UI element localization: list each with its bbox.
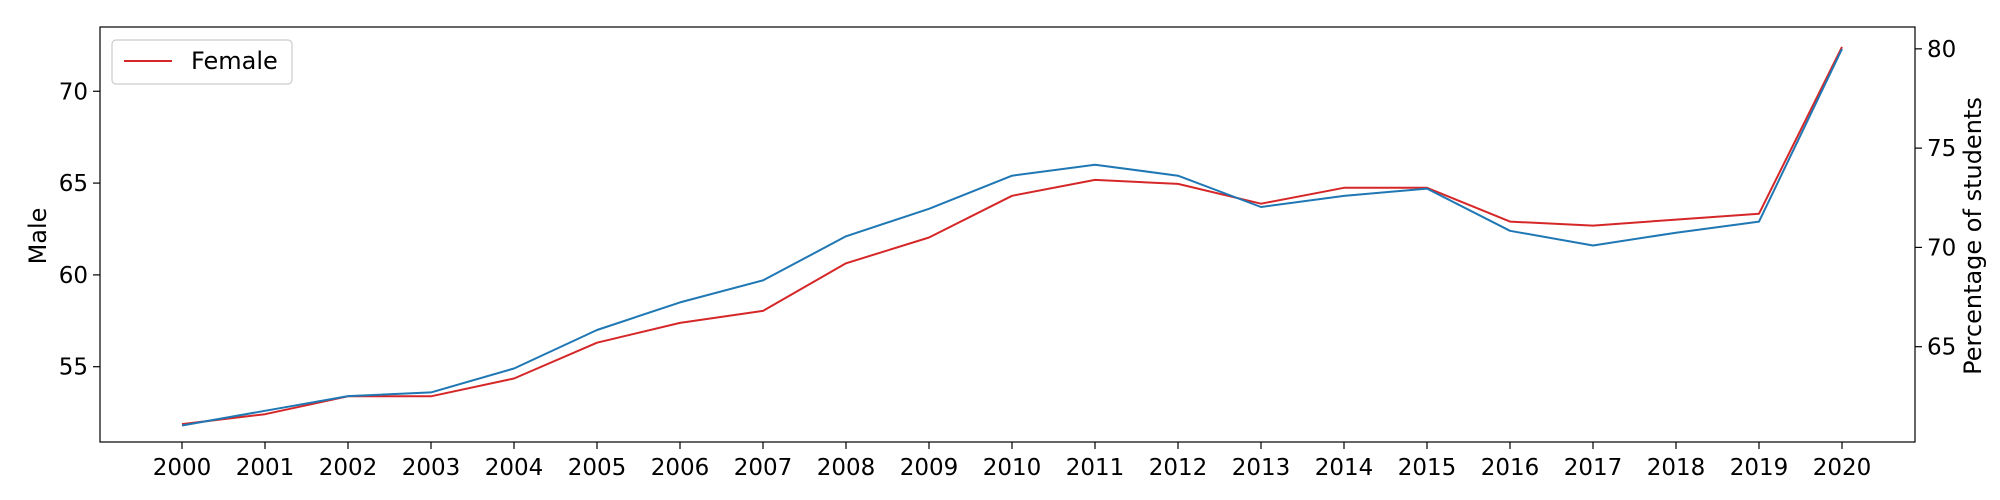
left-axis-title: Male <box>24 208 52 265</box>
left-y-axis: 55 60 65 70 <box>59 79 100 381</box>
x-tick-label: 2009 <box>900 455 959 481</box>
plot-frame <box>99 26 1916 443</box>
series-line-female <box>181 46 1843 426</box>
x-tick-label: 2016 <box>1481 455 1540 481</box>
right-tick-label: 75 <box>1927 136 1956 162</box>
legend-box <box>111 39 293 85</box>
x-tick-label: 2018 <box>1647 455 1706 481</box>
left-tick-label: 60 <box>59 263 88 289</box>
x-tick-label: 2020 <box>1813 455 1872 481</box>
right-tick-label: 70 <box>1927 235 1956 261</box>
x-tick-label: 2008 <box>817 455 876 481</box>
x-tick-label: 2010 <box>983 455 1042 481</box>
left-tick-label: 70 <box>59 79 88 105</box>
x-tick-label: 2011 <box>1066 455 1125 481</box>
x-tick-label: 2015 <box>1398 455 1457 481</box>
x-tick-label: 2005 <box>568 455 627 481</box>
x-tick-label: 2007 <box>734 455 793 481</box>
legend-label-female: Female <box>191 47 278 75</box>
x-tick-label: 2002 <box>319 455 378 481</box>
x-tick-label: 2012 <box>1149 455 1208 481</box>
left-tick-label: 65 <box>59 171 88 197</box>
plot-lines <box>181 46 1843 427</box>
series-line-left-axis <box>181 48 1843 427</box>
x-tick-label: 2006 <box>651 455 710 481</box>
x-tick-label: 2013 <box>1232 455 1291 481</box>
right-y-axis: 65 70 75 80 <box>1915 37 1956 361</box>
x-tick-label: 2014 <box>1315 455 1374 481</box>
legend: Female <box>111 39 293 85</box>
x-axis: 2000 2001 2002 2003 2004 2005 2006 2007 2008 2009… <box>153 442 1872 481</box>
x-tick-label: 2001 <box>236 455 295 481</box>
x-tick-label: 2003 <box>402 455 461 481</box>
x-tick-label: 2000 <box>153 455 212 481</box>
right-tick-label: 65 <box>1927 335 1956 361</box>
x-tick-label: 2017 <box>1564 455 1623 481</box>
x-tick-label: 2019 <box>1730 455 1789 481</box>
right-tick-label: 80 <box>1927 37 1956 63</box>
x-tick-label: 2004 <box>485 455 544 481</box>
left-tick-label: 55 <box>59 355 88 381</box>
right-axis-title: Percentage of students <box>1959 97 1987 375</box>
